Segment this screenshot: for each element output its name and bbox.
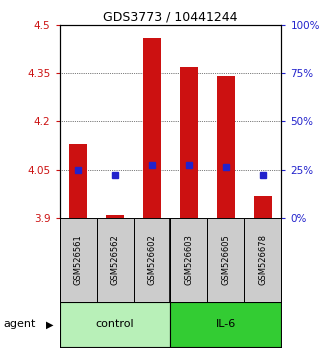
Text: GSM526562: GSM526562: [111, 235, 119, 285]
Text: GSM526561: GSM526561: [73, 235, 82, 285]
Text: control: control: [96, 319, 134, 329]
Bar: [97, 218, 133, 302]
Bar: [143, 38, 161, 218]
Bar: [60, 302, 170, 347]
Text: agent: agent: [3, 319, 36, 329]
Bar: [60, 218, 97, 302]
Bar: [208, 218, 244, 302]
Title: GDS3773 / 10441244: GDS3773 / 10441244: [103, 11, 238, 24]
Bar: [106, 215, 124, 218]
Bar: [170, 218, 208, 302]
Text: GSM526605: GSM526605: [221, 235, 230, 285]
Text: GSM526602: GSM526602: [148, 235, 157, 285]
Text: ▶: ▶: [46, 319, 54, 329]
Bar: [217, 76, 235, 218]
Bar: [244, 218, 281, 302]
Bar: [254, 195, 272, 218]
Bar: [170, 302, 281, 347]
Text: GSM526603: GSM526603: [184, 234, 193, 285]
Bar: [133, 218, 170, 302]
Bar: [69, 144, 87, 218]
Text: GSM526678: GSM526678: [259, 234, 267, 285]
Text: IL-6: IL-6: [216, 319, 236, 329]
Bar: [180, 67, 198, 218]
